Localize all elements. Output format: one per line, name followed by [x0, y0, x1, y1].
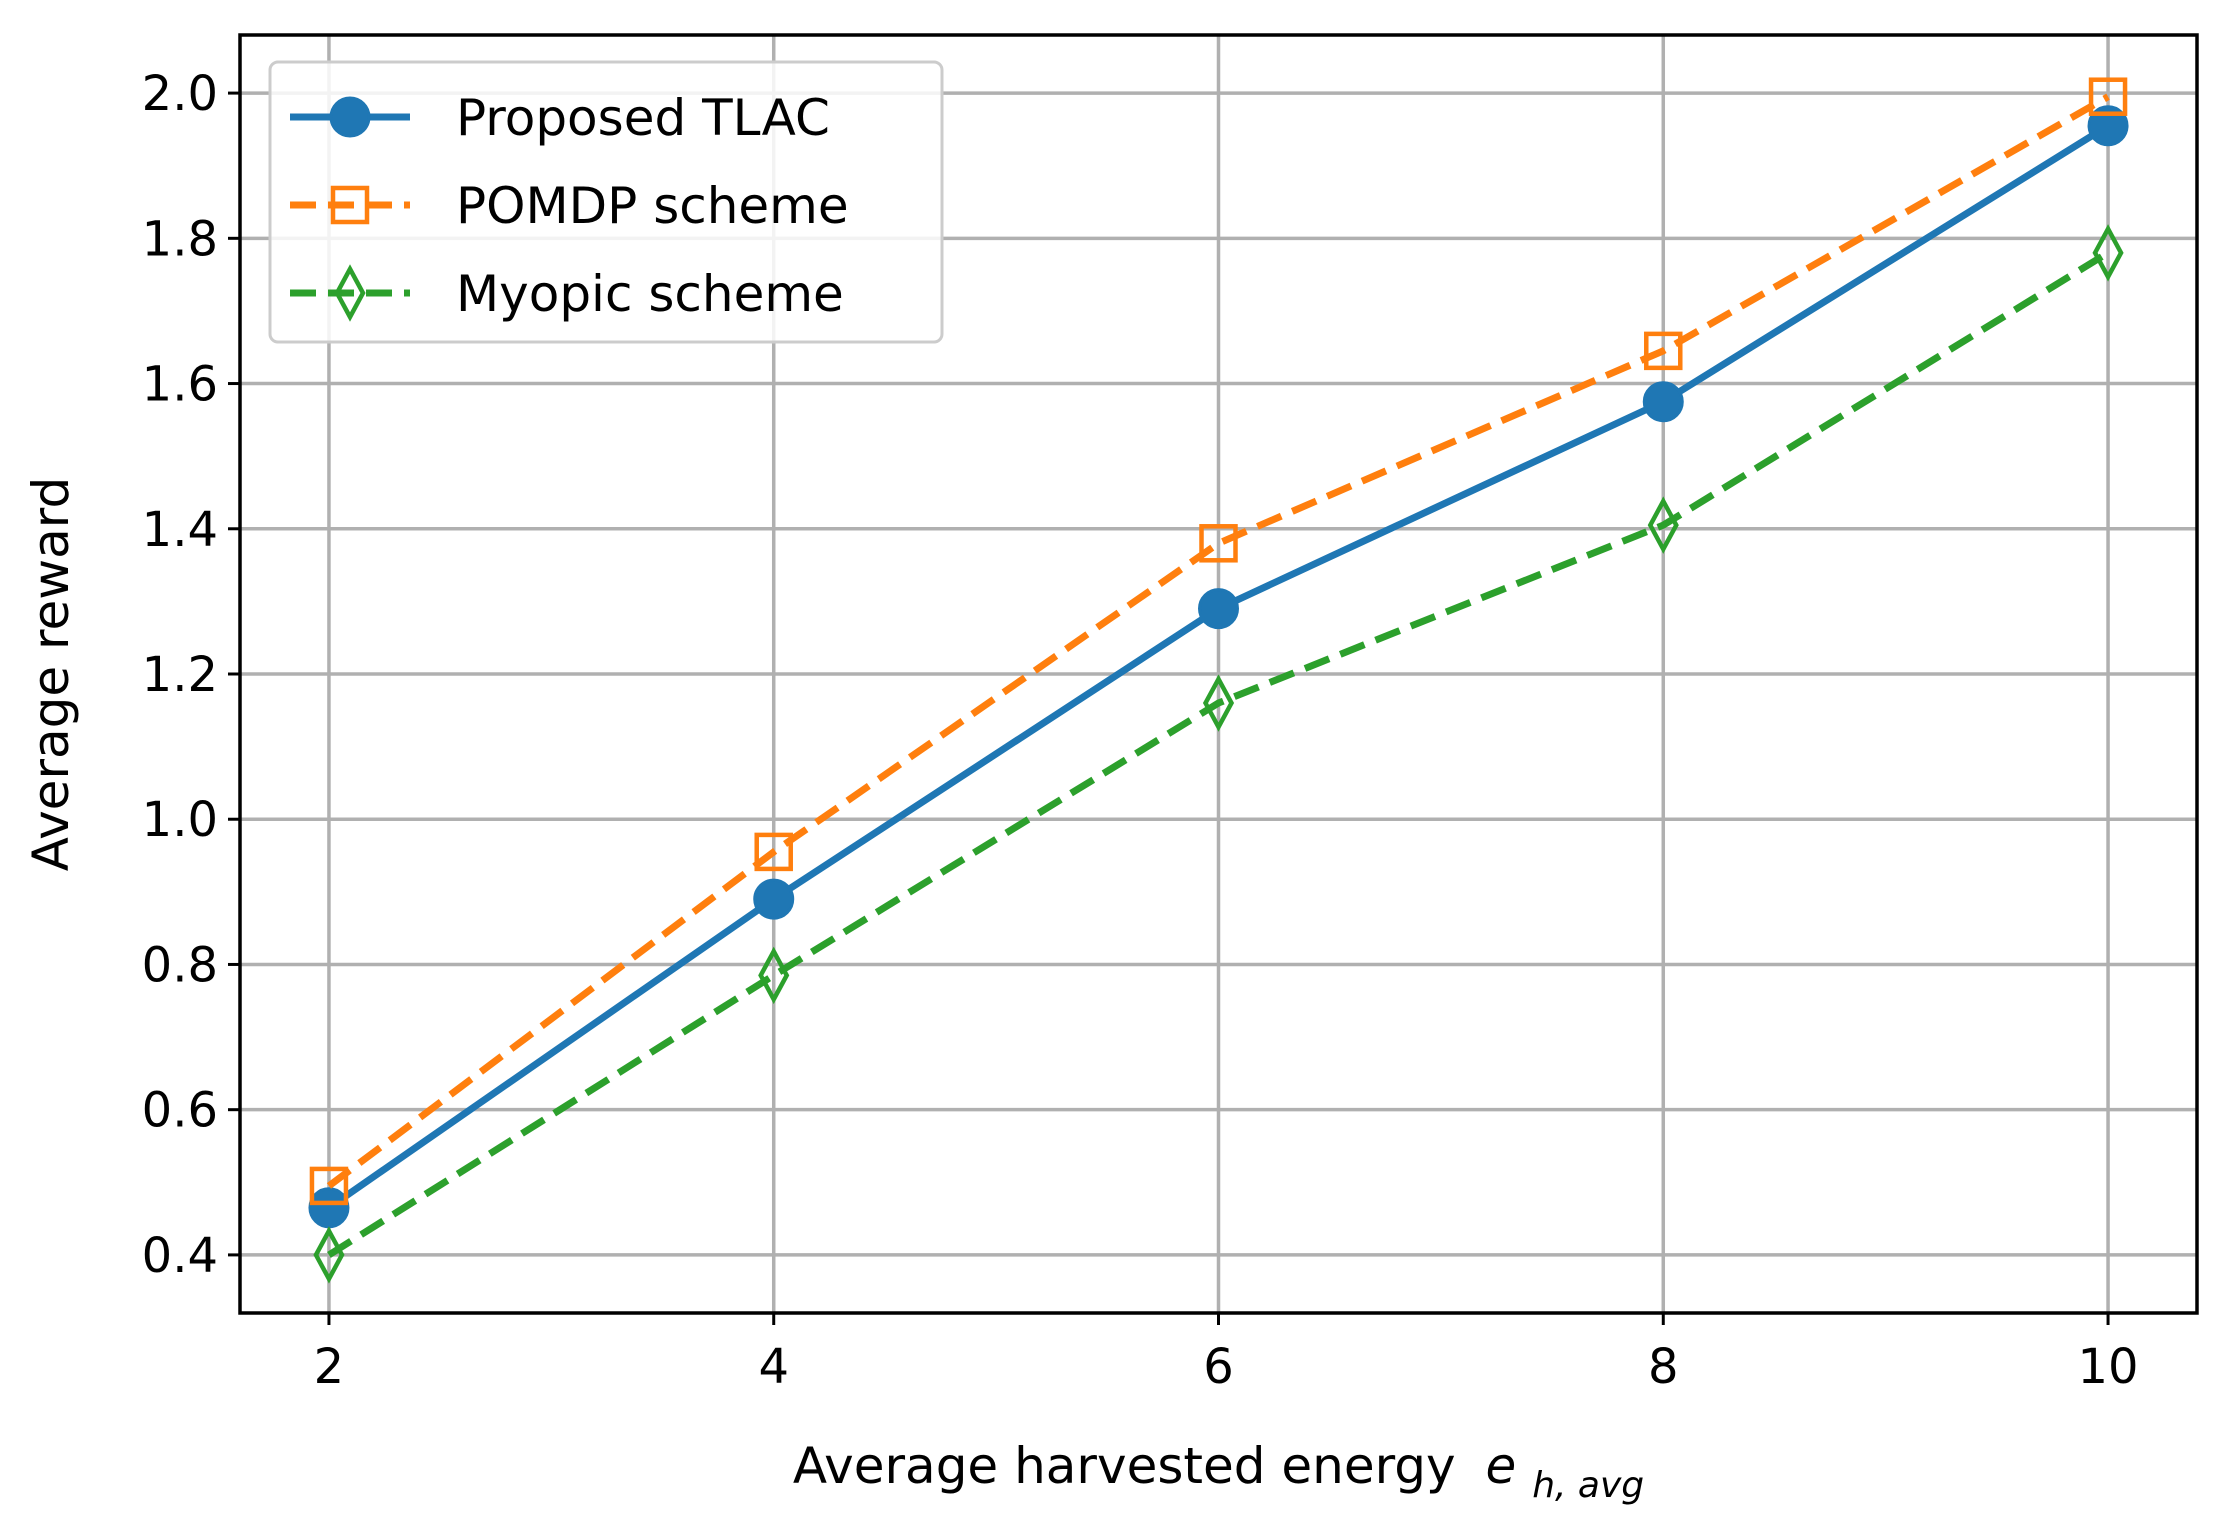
data-point: [2088, 77, 2128, 116]
series-line: [327, 249, 2110, 1258]
data-point: [309, 1166, 349, 1206]
ticks: 2 4 6 8 10 0.4 0.6 0.8 1.0 1.2 1.4 1.6 1.8 2.0: [142, 66, 2139, 1395]
data-point: [1644, 331, 1683, 371]
y-axis-label: Average reward: [22, 477, 80, 871]
legend-marker: [334, 264, 366, 322]
legend-frame: [268, 60, 944, 344]
legend-marker: [329, 96, 371, 138]
legend: Proposed TLAC POMDP scheme Myopic scheme: [268, 60, 944, 344]
series-line: [326, 93, 2110, 1189]
y-tick-label: 1.2: [142, 647, 218, 703]
data-point: [758, 946, 790, 1005]
y-tick-label: 0.6: [142, 1083, 218, 1139]
grid: [240, 35, 2197, 1313]
data-point: [1199, 524, 1238, 563]
y-tick-label: 1.6: [142, 357, 218, 413]
x-tick-label: 2: [314, 1339, 345, 1395]
data-point: [753, 878, 795, 920]
x-axis-label-subscript: h, avg: [1532, 1465, 1644, 1506]
x-axis-label-symbol: e: [1486, 1437, 1517, 1495]
data-point: [1647, 496, 1679, 554]
data-point: [2092, 224, 2124, 282]
data-point: [1642, 381, 1684, 423]
y-tick-label: 2.0: [142, 66, 218, 122]
x-tick-label: 10: [2078, 1339, 2139, 1395]
legend-entry: Proposed TLAC: [290, 89, 830, 147]
data-point: [313, 1226, 345, 1284]
legend-label: POMDP scheme: [456, 177, 849, 235]
data-point: [754, 832, 793, 872]
y-tick-label: 1.8: [142, 211, 218, 267]
y-tick-label: 0.4: [142, 1228, 218, 1284]
y-tick-label: 1.4: [142, 502, 218, 558]
legend-marker: [330, 185, 370, 225]
data-point: [1202, 674, 1235, 732]
legend-entry: POMDP scheme: [290, 177, 849, 235]
x-axis-label: Average harvested energy e h, avg: [793, 1437, 1644, 1506]
x-tick-label: 8: [1648, 1339, 1679, 1395]
x-axis-label-text: Average harvested energy: [793, 1437, 1456, 1495]
legend-label: Myopic scheme: [456, 265, 844, 323]
x-tick-label: 4: [758, 1339, 789, 1395]
y-tick-label: 0.8: [142, 937, 218, 993]
series-2: [309, 77, 2128, 1206]
series-3: [313, 224, 2124, 1284]
data-point: [308, 1187, 350, 1229]
x-tick-label: 6: [1203, 1339, 1234, 1395]
y-tick-label: 1.0: [142, 792, 218, 848]
series-1: [308, 105, 2129, 1229]
data-point: [1198, 588, 1239, 630]
legend-label: Proposed TLAC: [456, 89, 830, 147]
legend-entry: Myopic scheme: [290, 264, 844, 323]
series-layer: [308, 77, 2129, 1284]
data-point: [2087, 105, 2129, 147]
